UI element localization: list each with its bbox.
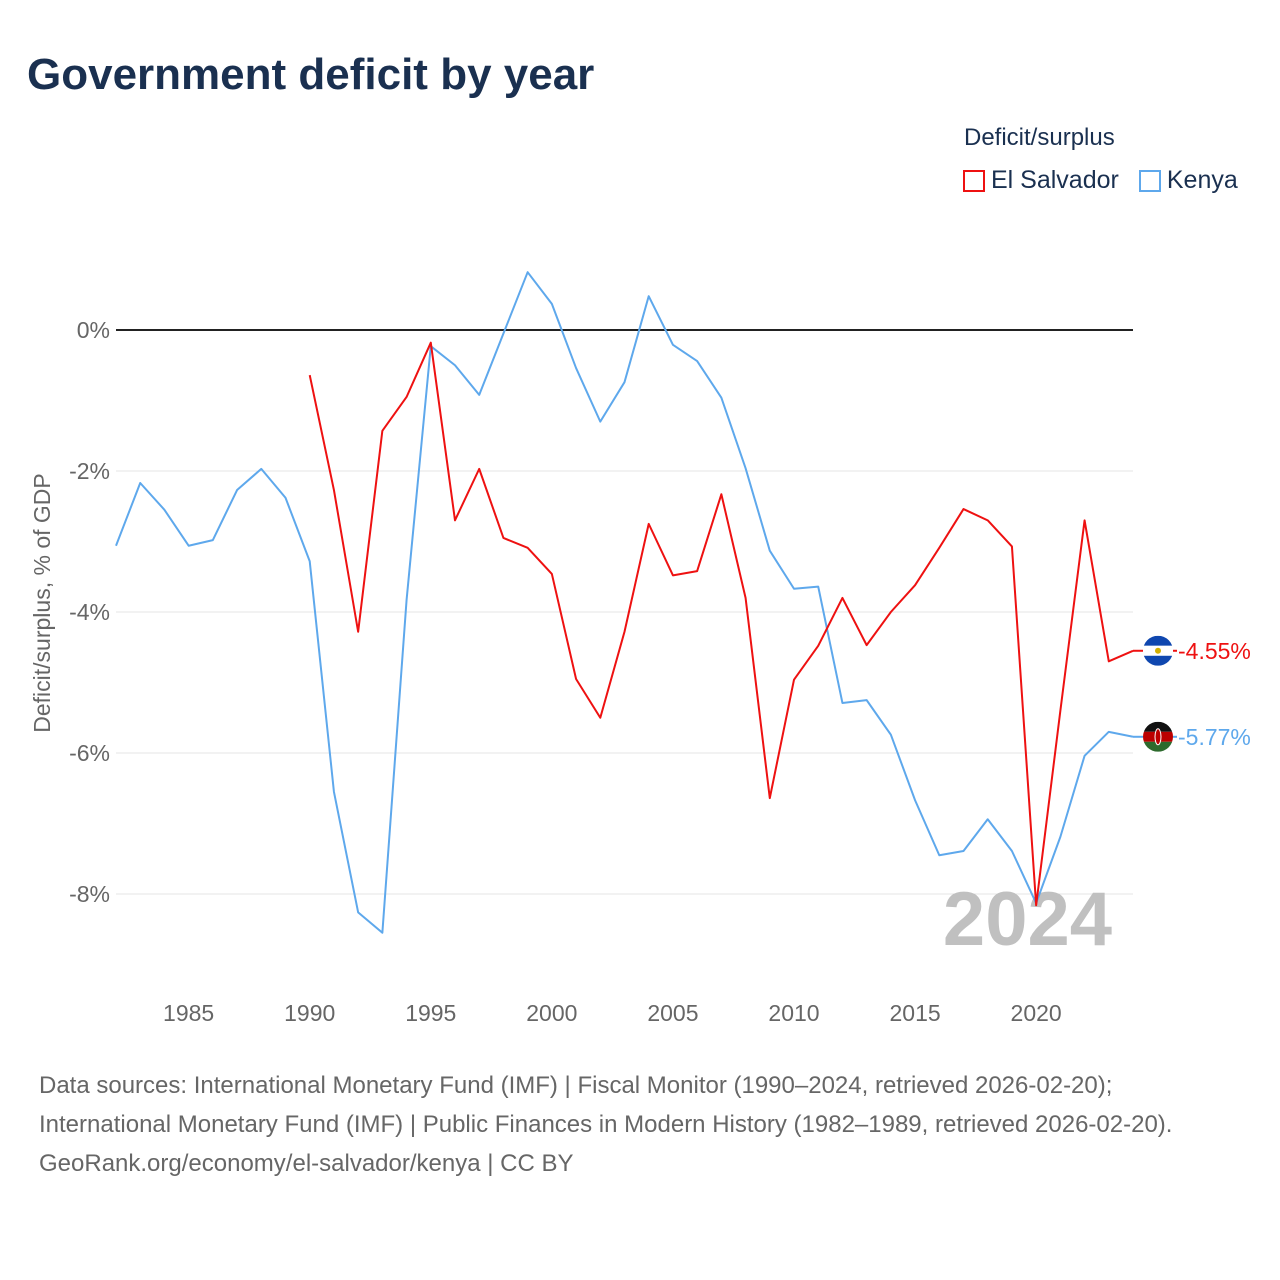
flag-stripe	[1143, 655, 1173, 666]
series-line-el-salvador	[308, 341, 1134, 907]
y-tick-label: -2%	[69, 458, 110, 484]
flag-stripe	[1143, 635, 1173, 646]
chart-title: Government deficit by year	[27, 50, 595, 99]
footer: Data sources: International Monetary Fun…	[39, 1066, 1239, 1183]
legend-item-kenya[interactable]: Kenya	[1138, 166, 1238, 195]
year-watermark: 2024	[943, 877, 1112, 962]
legend-label: Kenya	[1166, 166, 1238, 194]
legend-item-el-salvador[interactable]: El Salvador	[963, 166, 1119, 195]
flag-kenya-icon	[1143, 721, 1173, 752]
data-sources: Data sources: International Monetary Fun…	[39, 1072, 1173, 1138]
flag-shield	[1154, 728, 1162, 746]
y-tick-label: -6%	[69, 740, 110, 766]
legend-swatch	[1138, 169, 1161, 192]
legend: El Salvador Kenya	[963, 166, 1238, 195]
flag-emblem	[1155, 647, 1161, 654]
x-tick-label: 1990	[284, 1000, 335, 1026]
x-tick-label: 2005	[647, 1000, 698, 1026]
legend-swatch	[963, 169, 985, 192]
x-tick-label: 2020	[1011, 1000, 1062, 1026]
flag-stripe	[1143, 741, 1173, 752]
x-tick-label: 1985	[163, 1000, 214, 1026]
x-tick-label: 2010	[768, 1000, 819, 1026]
flag-stripe	[1143, 721, 1173, 732]
plot-area: 0% -2% -4% -6% -8% 1985 1990 1995 2000 2005 2010 20…	[29, 271, 1251, 1026]
x-tick-label: 2015	[889, 1000, 940, 1026]
credit-link[interactable]: GeoRank.org/economy/el-salvador/kenya | …	[39, 1150, 574, 1177]
y-tick-label: 0%	[77, 317, 110, 343]
x-tick-label: 1995	[405, 1000, 456, 1026]
y-tick-label: -4%	[69, 599, 110, 625]
x-tick-label: 2000	[526, 1000, 577, 1026]
end-value-label: -5.77%	[1178, 724, 1251, 750]
flag-el-salvador-icon	[1143, 635, 1173, 666]
legend-label: El Salvador	[991, 166, 1119, 194]
end-marker: -4.55%	[1133, 635, 1251, 666]
y-axis-label: Deficit/surplus, % of GDP	[29, 473, 55, 732]
legend-title: Deficit/surplus	[964, 124, 1115, 151]
y-tick-label: -8%	[69, 881, 110, 907]
end-value-label: -4.55%	[1178, 638, 1251, 664]
series-line-kenya	[115, 271, 1134, 934]
end-marker: -5.77%	[1133, 721, 1251, 752]
